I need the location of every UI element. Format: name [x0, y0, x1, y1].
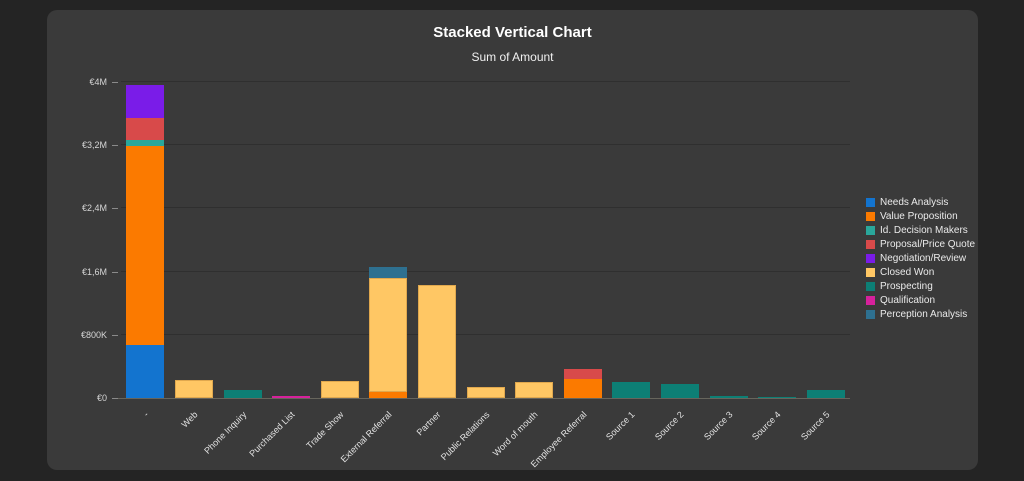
bar-web[interactable] — [174, 82, 213, 398]
y-axis-tick — [112, 208, 118, 210]
bar-segment-prospecting[interactable] — [709, 396, 748, 398]
bar-segment-closed-won[interactable] — [466, 386, 505, 398]
y-tick-label: €3,2M — [81, 140, 107, 151]
chart-card: Stacked Vertical Chart Sum of Amount €0 €… — [47, 10, 978, 470]
legend-swatch-icon — [866, 253, 875, 263]
legend-item-id-decision-makers[interactable]: Id. Decision Makers — [866, 223, 978, 237]
legend-item-value-proposition[interactable]: Value Proposition — [866, 209, 978, 223]
bar-source-2[interactable] — [660, 82, 699, 398]
bar-segment-value-proposition[interactable] — [369, 391, 408, 398]
bar-purchased-list[interactable] — [272, 82, 311, 398]
legend-item-negotiation-review[interactable]: Negotiation/Review — [866, 251, 978, 265]
bar-phone-inquiry[interactable] — [223, 82, 262, 398]
y-tick-label: €2,4M — [81, 203, 107, 214]
legend-item-prospecting[interactable]: Prospecting — [866, 279, 978, 293]
y-axis-tick — [112, 145, 118, 147]
bar-source-3[interactable] — [709, 82, 748, 398]
legend-label: Needs Analysis — [880, 196, 949, 208]
bar-segment-closed-won[interactable] — [320, 380, 359, 398]
legend-swatch-icon — [866, 281, 875, 291]
chart-subtitle: Sum of Amount — [471, 50, 554, 64]
bar-segment-closed-won[interactable] — [515, 382, 554, 398]
legend-label: Value Proposition — [880, 210, 958, 222]
legend-item-closed-won[interactable]: Closed Won — [866, 265, 978, 279]
y-axis-tick — [112, 334, 118, 336]
legend-label: Proposal/Price Quote — [880, 238, 976, 250]
bar-segment-prospecting[interactable] — [758, 396, 797, 398]
legend-item-proposal-price-quote[interactable]: Proposal/Price Quote — [866, 237, 978, 251]
bar-segment-qualification[interactable] — [272, 396, 311, 398]
legend-swatch-icon — [866, 267, 875, 277]
bar-segment-value-proposition[interactable] — [126, 146, 165, 346]
bar-segment-needs-analysis[interactable] — [126, 345, 165, 398]
legend-swatch-icon — [866, 197, 875, 207]
bar-segment-value-proposition[interactable] — [563, 378, 602, 398]
bar-segment-prospecting[interactable] — [612, 382, 651, 398]
legend-swatch-icon — [866, 309, 875, 319]
bar-segment-negotiation-review[interactable] — [126, 85, 165, 118]
legend-label: Id. Decision Makers — [880, 224, 968, 236]
bar-segment-prospecting[interactable] — [660, 384, 699, 398]
bar-trade-show[interactable] — [320, 82, 359, 398]
bar-segment-proposal-price-quote[interactable] — [563, 369, 602, 379]
chart-title: Stacked Vertical Chart — [433, 24, 592, 41]
gridline — [121, 270, 850, 272]
legend-label: Closed Won — [880, 266, 935, 278]
bar-segment-prospecting[interactable] — [223, 390, 262, 398]
legend-swatch-icon — [866, 295, 875, 305]
bar-segment-id-decision-makers[interactable] — [126, 139, 165, 146]
bar-segment-perception-analysis[interactable] — [369, 266, 408, 278]
legend-label: Prospecting — [880, 280, 933, 292]
y-axis-tick — [112, 271, 118, 273]
legend-label: Negotiation/Review — [880, 252, 967, 264]
bar--[interactable] — [126, 82, 165, 398]
bar-external-referral[interactable] — [369, 82, 408, 398]
bar-segment-closed-won[interactable] — [369, 277, 408, 392]
bar-public-relations[interactable] — [466, 82, 505, 398]
legend-swatch-icon — [866, 239, 875, 249]
y-axis-tick — [112, 82, 118, 83]
y-tick-label: €800K — [80, 329, 107, 340]
gridline — [121, 207, 850, 209]
gridline — [121, 144, 850, 146]
legend-swatch-icon — [866, 211, 875, 221]
plot-area — [113, 81, 850, 399]
y-tick-label: €1,6M — [81, 266, 107, 277]
legend-item-needs-analysis[interactable]: Needs Analysis — [866, 195, 978, 209]
legend-item-perception-analysis[interactable]: Perception Analysis — [866, 307, 978, 321]
x-axis-line — [113, 398, 850, 399]
legend-label: Qualification — [880, 294, 936, 306]
legend-label: Perception Analysis — [880, 308, 968, 320]
legend-swatch-icon — [866, 225, 875, 235]
legend-item-qualification[interactable]: Qualification — [866, 293, 978, 307]
y-tick-label: €4M — [89, 77, 107, 87]
bar-source-4[interactable] — [758, 82, 797, 398]
bar-segment-closed-won[interactable] — [174, 379, 213, 398]
y-axis-tick — [112, 398, 118, 399]
gridline — [121, 333, 850, 335]
bar-partner[interactable] — [417, 82, 456, 398]
bar-employee-referral[interactable] — [563, 82, 602, 398]
bar-word-of-mouth[interactable] — [515, 82, 554, 398]
bar-source-1[interactable] — [612, 82, 651, 398]
bar-source-5[interactable] — [806, 82, 845, 398]
bar-segment-proposal-price-quote[interactable] — [126, 117, 165, 140]
y-tick-label: €0 — [96, 393, 107, 403]
bar-segment-prospecting[interactable] — [806, 390, 845, 398]
gridline — [121, 81, 850, 82]
bar-segment-closed-won[interactable] — [417, 285, 456, 398]
legend: Needs Analysis Value Proposition Id. Decis… — [866, 195, 978, 321]
